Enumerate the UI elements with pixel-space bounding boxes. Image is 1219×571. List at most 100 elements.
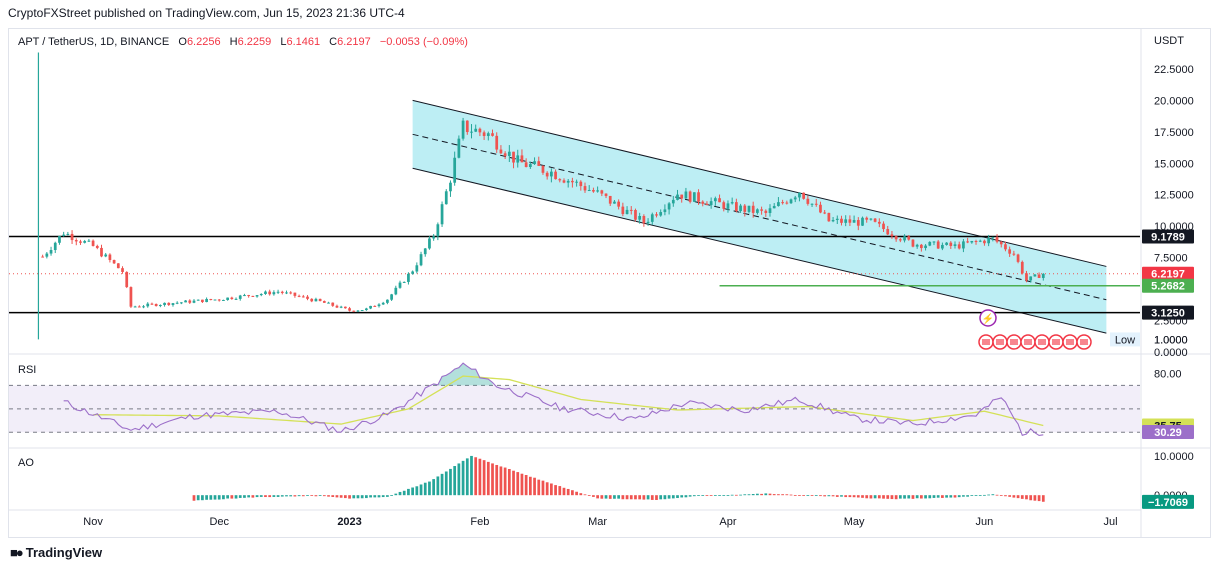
low-badge-value: 1.0000 <box>1154 334 1188 346</box>
candle-body <box>1008 249 1012 254</box>
candle-body <box>709 201 713 206</box>
ao-bar <box>322 495 326 497</box>
ao-bar <box>949 495 953 498</box>
ao-bar <box>491 463 494 496</box>
candle-body <box>924 245 927 249</box>
ao-bar <box>268 495 272 498</box>
ao-bar <box>642 495 646 500</box>
candle-body <box>592 190 595 192</box>
symbol-name[interactable]: APT / TetherUS, 1D, BINANCE <box>18 36 170 48</box>
candle-body <box>192 300 196 303</box>
ao-bar <box>423 482 427 496</box>
candle-body <box>760 209 763 211</box>
ao-bar <box>936 495 940 498</box>
candle-body <box>289 292 293 294</box>
candle-body <box>617 201 621 207</box>
ao-bar <box>272 495 276 497</box>
candle-body <box>823 212 827 214</box>
candle-body <box>835 218 839 221</box>
ao-bar <box>306 495 309 496</box>
candle-body <box>314 298 318 302</box>
candle-body <box>201 299 204 303</box>
candle-body <box>1037 274 1041 278</box>
candle-body <box>735 202 738 211</box>
ao-bar <box>886 495 890 499</box>
candle-body <box>983 240 986 244</box>
ao-bar <box>844 495 848 498</box>
ao-bar <box>343 495 347 499</box>
rsi-band-fill <box>9 385 1140 433</box>
ao-bar <box>819 495 822 497</box>
time-tick-label: Jul <box>1104 516 1118 528</box>
candle-body <box>705 203 709 206</box>
candle-body <box>898 239 902 241</box>
ao-bar <box>528 476 532 496</box>
ao-bar <box>726 495 730 496</box>
ao-bar <box>684 495 688 498</box>
ao-bar <box>360 495 364 499</box>
candle-body <box>369 305 372 309</box>
ao-bar <box>226 495 229 499</box>
candle-body <box>528 164 532 168</box>
ao-bar <box>856 495 860 498</box>
candle-body <box>1025 273 1028 281</box>
candle-body <box>873 218 877 222</box>
price-label: 3.1250 <box>1151 308 1185 320</box>
candle-body <box>335 305 339 308</box>
candle-body <box>104 254 108 257</box>
ao-value-label-bg <box>1142 494 1194 509</box>
ao-bar <box>1025 495 1028 500</box>
price-label-bg <box>1142 305 1194 320</box>
time-tick-label: Feb <box>470 516 489 528</box>
us-flag-stripes-icon <box>1066 339 1074 345</box>
candle-body <box>781 202 784 204</box>
candle-body <box>722 202 726 209</box>
ao-bar <box>297 495 301 497</box>
candle-body <box>461 120 465 139</box>
us-flag-stripes-icon <box>982 339 990 345</box>
candle-body <box>852 220 856 223</box>
ao-bar <box>365 495 368 499</box>
ao-bar <box>1020 495 1024 499</box>
ao-bar <box>798 495 801 496</box>
ao-bar <box>974 495 978 496</box>
ao-bar <box>772 494 776 496</box>
us-flag-stripes-icon <box>1038 339 1046 345</box>
candle-body <box>962 241 965 249</box>
ao-bar <box>827 495 831 497</box>
candle-body <box>482 132 486 136</box>
ao-bar <box>571 490 574 496</box>
symbol-legend: APT / TetherUS, 1D, BINANCE O6.2256 H6.2… <box>18 36 474 48</box>
ao-bar <box>995 494 999 496</box>
ao-bar <box>407 488 410 496</box>
ao-bar <box>348 495 351 499</box>
candle-body <box>768 208 772 213</box>
ao-bar <box>238 495 242 498</box>
rsi-line <box>63 362 1044 437</box>
ao-bar <box>339 495 343 498</box>
candle-body <box>154 303 158 307</box>
price-tick-label: 20.0000 <box>1154 95 1194 107</box>
ao-bar <box>558 486 562 496</box>
rsi-pane-title: RSI <box>18 364 37 376</box>
candle-body <box>1020 261 1024 274</box>
candle-body <box>234 298 238 300</box>
channel-upper-line <box>412 99 1107 267</box>
candle-body <box>966 241 969 243</box>
candle-body <box>848 219 852 223</box>
ao-bar <box>537 479 541 496</box>
ao-bar <box>898 495 902 499</box>
ao-bar <box>352 495 356 499</box>
candle-body <box>566 180 570 183</box>
candle-body <box>402 281 406 283</box>
candle-body <box>802 192 806 199</box>
candle-body <box>634 210 637 220</box>
ao-bar <box>432 479 436 496</box>
ao-bar <box>579 493 583 496</box>
ao-bar <box>213 495 217 500</box>
high-label: H <box>229 36 238 48</box>
candle-body <box>327 302 330 304</box>
price-label: 6.2197 <box>1151 269 1185 281</box>
candle-body <box>457 138 461 158</box>
